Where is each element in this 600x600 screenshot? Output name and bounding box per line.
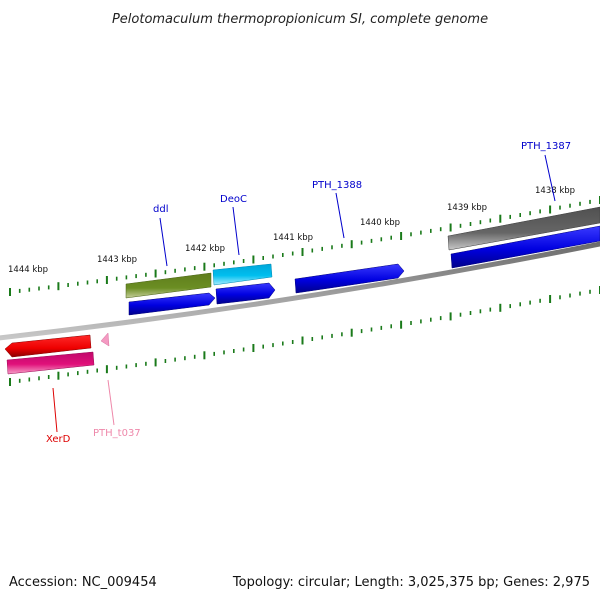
cds-xerd[interactable] <box>4 334 92 358</box>
cds-deoc[interactable] <box>215 282 276 305</box>
label-pth-1388[interactable]: PTH_1388 <box>312 180 362 191</box>
cds-ddl[interactable] <box>128 292 216 316</box>
trna-pth-t037[interactable] <box>100 332 110 347</box>
leader-pth-1388 <box>335 192 345 239</box>
label-ddl[interactable]: ddl <box>153 204 168 215</box>
scale-label-1441: 1441 kbp <box>273 233 313 243</box>
leader-ddl <box>159 217 168 267</box>
label-pth-t037[interactable]: PTH_t037 <box>93 428 141 439</box>
scale-label-1443: 1443 kbp <box>97 255 137 265</box>
leader-pth-t037 <box>107 379 115 426</box>
cds-pth-1388[interactable] <box>294 263 405 294</box>
scale-label-1442: 1442 kbp <box>185 244 225 254</box>
scale-label-1438: 1438 kbp <box>535 186 575 196</box>
map-title: Pelotomaculum thermopropionicum SI, comp… <box>112 12 488 27</box>
genome-summary-text: Topology: circular; Length: 3,025,375 bp… <box>232 575 590 590</box>
scale-label-1439: 1439 kbp <box>447 203 487 213</box>
leader-deoc <box>232 206 240 256</box>
gene-ddl[interactable] <box>125 272 212 299</box>
scale-label-1444: 1444 kbp <box>8 265 48 275</box>
leader-pth-1387 <box>544 154 556 202</box>
accession-text: Accession: NC_009454 <box>9 575 157 590</box>
label-pth-1387[interactable]: PTH_1387 <box>521 141 571 152</box>
leader-xerd <box>52 387 58 433</box>
label-deoc[interactable]: DeoC <box>220 194 247 205</box>
gene-xerd[interactable] <box>6 351 95 375</box>
genome-backbone <box>0 241 600 341</box>
gene-deoc[interactable] <box>212 263 273 286</box>
scale-ticks-outer <box>9 196 600 296</box>
scale-ticks-inner <box>9 286 600 386</box>
scale-label-1440: 1440 kbp <box>360 218 400 228</box>
cds-pth-1387[interactable] <box>450 225 600 269</box>
label-xerd[interactable]: XerD <box>46 434 71 445</box>
gene-pth-1387[interactable] <box>447 206 600 251</box>
